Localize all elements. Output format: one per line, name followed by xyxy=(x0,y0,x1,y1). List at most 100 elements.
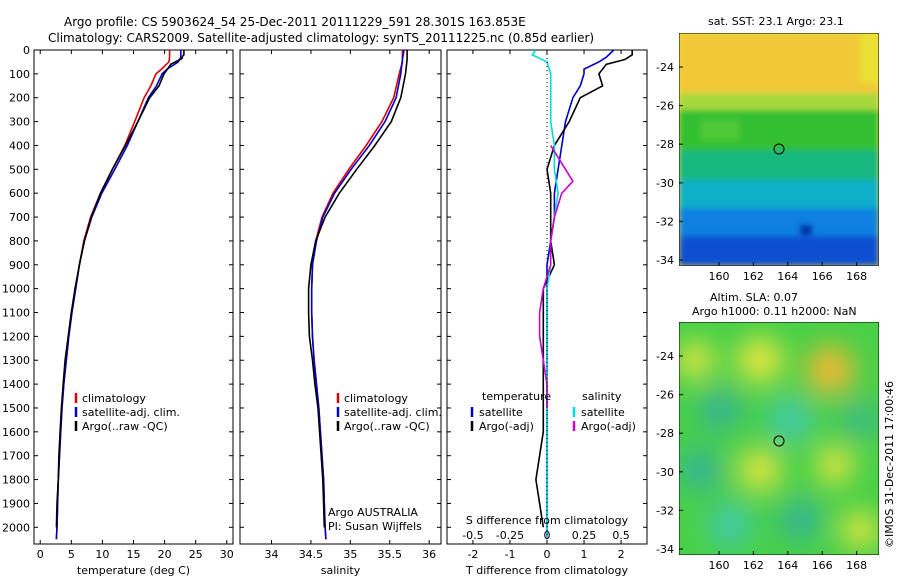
legend-entry: climatology xyxy=(82,392,146,405)
y-tick-label: 2000 xyxy=(2,521,30,534)
legend-entry: Argo(-adj) xyxy=(479,420,534,433)
series-line xyxy=(535,50,633,528)
map-y-tick-label: -30 xyxy=(656,177,674,190)
x-tick-label: 20 xyxy=(158,548,172,561)
sla-map-title2: Argo h1000: 0.11 h2000: NaN xyxy=(692,305,857,318)
x-tick-label: 34 xyxy=(265,548,279,561)
x-axis-label-top: S difference from climatology xyxy=(466,514,629,527)
legend-entry: satellite-adj. clim. xyxy=(82,406,180,419)
y-tick-label: 100 xyxy=(9,68,30,81)
y-tick-label: 0 xyxy=(23,44,30,57)
panelD-series xyxy=(530,50,633,540)
header-line2: Climatology: CARS2009. Satellite-adjuste… xyxy=(48,31,594,45)
map-y-tick-label: -32 xyxy=(656,215,674,228)
y-tick-label: 400 xyxy=(9,139,30,152)
sst-map-title: sat. SST: 23.1 Argo: 23.1 xyxy=(708,15,844,28)
legend-title-salinity: salinity xyxy=(582,390,622,403)
x-tick-label: 15 xyxy=(127,548,141,561)
map-y-tick-label: -32 xyxy=(656,504,674,517)
s-tick-label: -0.5 xyxy=(462,529,483,542)
map-y-tick-label: -24 xyxy=(656,61,674,74)
y-tick-label: 1500 xyxy=(2,402,30,415)
map-y-tick-label: -24 xyxy=(656,350,674,363)
series-line xyxy=(538,145,574,408)
x-tick-label: 36 xyxy=(422,548,436,561)
temperature-panel: 0 5 10 15 20 25 300100200300400500600700800900… xyxy=(2,44,234,577)
map-y-tick-label: -34 xyxy=(656,543,674,556)
s-tick-label: 0.25 xyxy=(572,529,597,542)
series-line xyxy=(55,50,185,528)
sst-argo-location xyxy=(773,143,785,155)
y-tick-label: 500 xyxy=(9,163,30,176)
y-tick-label: 1000 xyxy=(2,283,30,296)
sst-map: sat. SST: 23.1 Argo: 23.1 -24 -26 -28 -30 -3… xyxy=(656,15,879,283)
s-tick-label: 0.5 xyxy=(612,529,630,542)
s-tick-label: 0 xyxy=(544,529,551,542)
map-x-tick-label: 160 xyxy=(709,270,730,283)
series-line xyxy=(530,50,559,540)
map-y-tick-label: -26 xyxy=(656,389,674,402)
sla-map-title1: Altim. SLA: 0.07 xyxy=(710,291,798,304)
x-tick-label: 30 xyxy=(220,548,234,561)
legend-entry: Argo(..raw -QC) xyxy=(82,420,168,433)
x-tick-label: 25 xyxy=(189,548,203,561)
legend-entry: satellite xyxy=(479,406,523,419)
y-tick-label: 200 xyxy=(9,92,30,105)
legend-entry: climatology xyxy=(344,392,408,405)
sla-argo-location xyxy=(773,435,785,447)
y-tick-label: 1600 xyxy=(2,426,30,439)
y-tick-label: 700 xyxy=(9,211,30,224)
y-tick-label: 1300 xyxy=(2,354,30,367)
annotation-text: Argo AUSTRALIA xyxy=(328,506,418,519)
map-y-tick-label: -28 xyxy=(656,138,674,151)
map-y-tick-label: -28 xyxy=(656,427,674,440)
x-axis-label: salinity xyxy=(321,564,361,577)
series-line xyxy=(307,50,408,528)
x-tick-label: 10 xyxy=(95,548,109,561)
map-x-tick-label: 164 xyxy=(777,270,798,283)
sla-map: Altim. SLA: 0.07 Argo h1000: 0.11 h2000:… xyxy=(656,291,879,572)
map-x-tick-label: 166 xyxy=(812,559,833,572)
map-y-tick-label: -34 xyxy=(656,254,674,267)
y-tick-label: 300 xyxy=(9,116,30,129)
y-tick-label: 1800 xyxy=(2,474,30,487)
panelS-series xyxy=(307,50,408,540)
x-tick-label: 0 xyxy=(37,548,44,561)
legend-entry: satellite xyxy=(581,406,625,419)
legend-entry: Argo(-adj) xyxy=(581,420,636,433)
map-x-tick-label: 164 xyxy=(777,559,798,572)
x-tick-label: 34.5 xyxy=(299,548,324,561)
annotation-text: PI: Susan Wijffels xyxy=(328,520,422,533)
x-tick-label: 35.5 xyxy=(378,548,403,561)
y-tick-label: 1700 xyxy=(2,450,30,463)
map-y-tick-label: -26 xyxy=(656,100,674,113)
y-tick-label: 600 xyxy=(9,187,30,200)
map-y-tick-label: -30 xyxy=(656,466,674,479)
salinity-panel: 34 34.5 35 35.5 36 salinity climatologysatelli… xyxy=(239,49,442,577)
x-axis-label: T difference from climatology xyxy=(465,564,628,577)
legend-entry: satellite-adj. clim. xyxy=(344,406,442,419)
x-axis-label: temperature (deg C) xyxy=(77,564,190,577)
header-line1: Argo profile: CS 5903624_54 25-Dec-2011 … xyxy=(64,15,526,29)
y-tick-label: 1200 xyxy=(2,330,30,343)
copyright-text: ©IMOS 31-Dec-2011 17:00:46 xyxy=(883,381,896,548)
x-tick-label: 2 xyxy=(618,548,625,561)
x-tick-label: 35 xyxy=(343,548,357,561)
x-tick-label: -1 xyxy=(504,548,515,561)
legend-title-temperature: temperature xyxy=(482,390,551,403)
map-x-tick-label: 160 xyxy=(709,559,730,572)
map-x-tick-label: 162 xyxy=(743,270,764,283)
x-tick-label: -2 xyxy=(467,548,478,561)
map-x-tick-label: 162 xyxy=(743,559,764,572)
map-x-tick-label: 166 xyxy=(812,270,833,283)
x-tick-label: 1 xyxy=(581,548,588,561)
difference-panel: -2 -1 0 1 2 T difference from climatology temp… xyxy=(446,49,648,577)
x-tick-label: 0 xyxy=(544,548,551,561)
y-tick-label: 900 xyxy=(9,259,30,272)
y-tick-label: 1400 xyxy=(2,378,30,391)
s-tick-label: -0.25 xyxy=(496,529,524,542)
panelS-frame xyxy=(239,49,442,545)
panelT-series xyxy=(55,50,185,540)
x-tick-label: 5 xyxy=(68,548,75,561)
